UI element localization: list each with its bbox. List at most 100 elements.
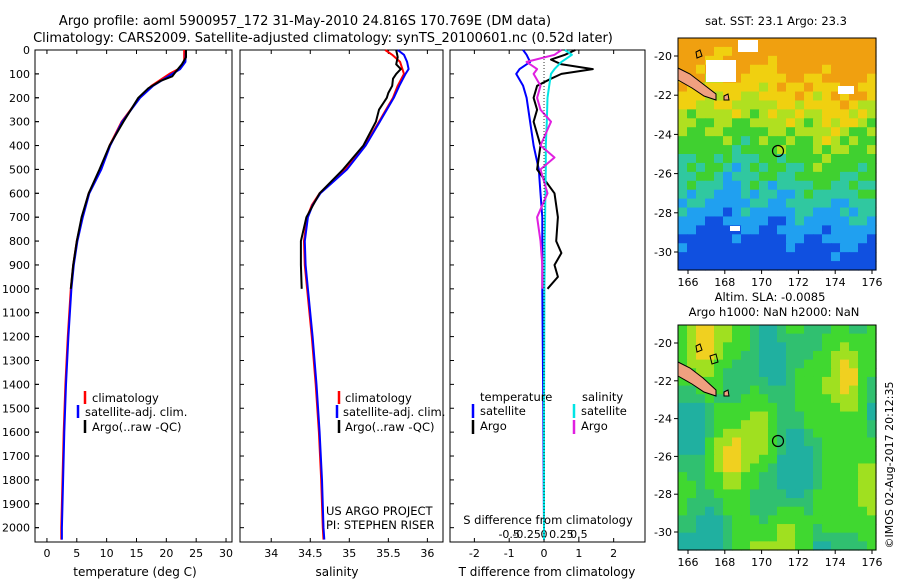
map-cell: [723, 261, 733, 271]
map-cell: [777, 411, 787, 421]
sst-island-1: [723, 93, 730, 101]
x-tick-label: 10: [100, 547, 114, 560]
map-cell: [840, 454, 850, 465]
map-cell: [849, 252, 859, 262]
map-cell: [741, 359, 751, 369]
map-cell: [777, 189, 787, 200]
map-cell: [849, 402, 859, 413]
map-cell: [822, 472, 832, 482]
map-cell: [804, 532, 814, 542]
map-cell: [768, 225, 778, 235]
map-cell: [795, 437, 805, 447]
map-cell: [795, 46, 805, 57]
map-cell: [768, 515, 778, 525]
map-cell: [750, 189, 760, 200]
map-cell: [723, 446, 733, 456]
map-cell: [822, 145, 832, 155]
map-cell: [786, 446, 796, 456]
map-cell: [786, 437, 796, 447]
map-cell: [786, 180, 796, 191]
map-cell: [804, 136, 814, 146]
map-cell: [786, 385, 796, 395]
map-cell: [777, 333, 787, 343]
map-cell: [786, 420, 796, 430]
map-cell: [723, 180, 733, 191]
map-cell: [768, 118, 778, 128]
map-cell: [714, 136, 724, 146]
map-cell: [759, 515, 769, 525]
legend-sal-climatology-label: climatology: [345, 391, 412, 405]
map-cell: [759, 91, 769, 102]
map-cell: [831, 480, 841, 491]
map-cell: [795, 198, 805, 209]
map-cell: [714, 127, 724, 137]
map-cell: [750, 472, 760, 482]
map-cell: [795, 385, 805, 395]
map-cell: [840, 411, 850, 421]
map-cell: [732, 342, 742, 352]
map-cell: [714, 368, 724, 378]
map-cell: [750, 261, 760, 271]
map-cell: [777, 109, 787, 119]
map-cell: [777, 100, 787, 110]
map-cell: [822, 437, 832, 447]
map-cell: [759, 261, 769, 271]
map-cell: [732, 402, 742, 413]
map-cell: [687, 225, 697, 235]
map-cell: [840, 189, 850, 200]
map-cell: [786, 243, 796, 253]
salinity-legend: climatology satellite-adj. clim. Argo(..…: [335, 391, 445, 434]
map-cell: [750, 55, 760, 66]
map-cell: [858, 498, 868, 508]
map-cell: [723, 532, 733, 542]
map-cell: [696, 446, 706, 456]
map-cell: [786, 82, 796, 93]
sst-missing-data-3: [838, 86, 854, 94]
map-cell: [867, 428, 877, 439]
map-cell: [822, 225, 832, 235]
map-cell: [696, 234, 706, 244]
map-cell: [687, 411, 697, 421]
map-cell: [768, 207, 778, 218]
map-cell: [678, 55, 688, 66]
lat-tick-label: -24: [654, 413, 672, 426]
map-cell: [804, 180, 814, 191]
map-cell: [750, 234, 760, 244]
map-cell: [696, 350, 706, 361]
map-cell: [714, 234, 724, 244]
map-cell: [813, 376, 823, 387]
map-cell: [750, 428, 760, 439]
map-cell: [678, 64, 688, 75]
map-cell: [696, 420, 706, 430]
map-cell: [849, 463, 859, 473]
map-cell: [714, 350, 724, 361]
map-cell: [804, 446, 814, 456]
lat-tick-label: -24: [654, 128, 672, 141]
map-cell: [849, 368, 859, 378]
map-cell: [867, 100, 877, 110]
depth-tick-label: 1200: [2, 331, 30, 344]
map-cell: [813, 189, 823, 200]
map-cell: [858, 437, 868, 447]
map-cell: [777, 524, 787, 534]
map-cell: [723, 118, 733, 128]
map-cell: [822, 55, 832, 66]
map-cell: [750, 446, 760, 456]
map-cell: [750, 198, 760, 209]
map-cell: [732, 243, 742, 253]
map-cell: [795, 472, 805, 482]
map-cell: [696, 216, 706, 226]
map-cell: [759, 506, 769, 516]
map-cell: [813, 73, 823, 84]
map-cell: [759, 376, 769, 387]
map-cell: [858, 252, 868, 262]
map-cell: [678, 541, 688, 551]
map-cell: [723, 225, 733, 235]
map-cell: [831, 411, 841, 421]
map-cell: [705, 489, 715, 499]
map-cell: [750, 64, 760, 75]
map-cell: [714, 541, 724, 551]
map-cell: [777, 420, 787, 430]
map-cell: [750, 385, 760, 395]
map-cell: [786, 350, 796, 361]
